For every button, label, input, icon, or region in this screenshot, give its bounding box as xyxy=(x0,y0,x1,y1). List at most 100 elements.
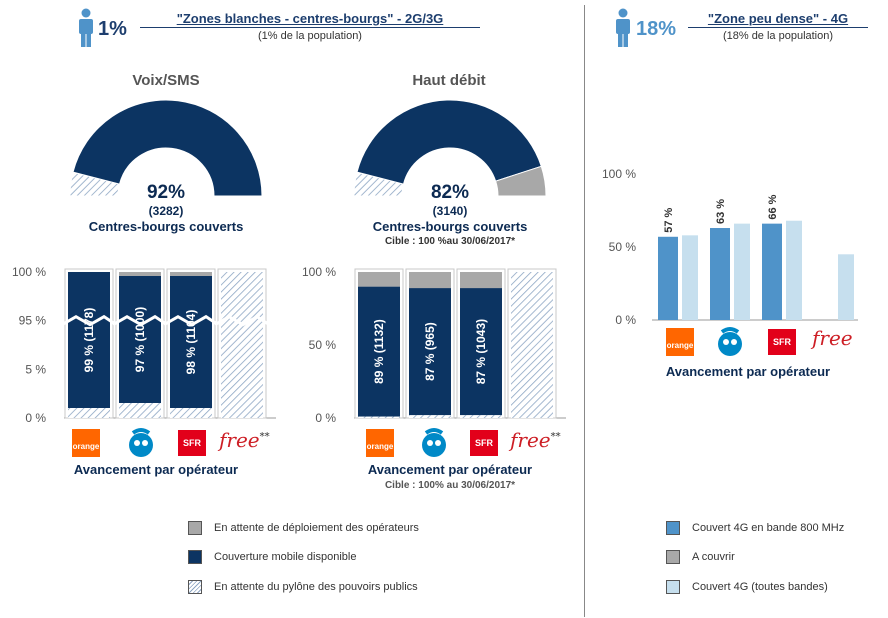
bar-attente-pylone xyxy=(119,403,161,418)
bar-attente-pylone xyxy=(409,415,451,418)
bar-attente-pylone xyxy=(460,415,502,418)
bar-couverture xyxy=(358,286,400,417)
voix-donut-caption: Centres-bourgs couverts xyxy=(88,219,244,234)
legend-swatch-couverture xyxy=(188,550,202,564)
sfr-logo: SFR xyxy=(768,329,796,355)
haut-avancement-label: Avancement par opérateur xyxy=(367,462,533,477)
zone-blanche-title-underline xyxy=(140,27,480,28)
bar-value-label: 97 % (1000) xyxy=(133,307,147,372)
bar-attente-pylone xyxy=(221,272,263,418)
haut-avancement-cible: Cible : 100% au 30/06/2017* xyxy=(384,480,516,491)
legend-swatch-attente-operateurs xyxy=(188,521,202,535)
bouygues-logo xyxy=(714,326,746,363)
free-logo: free** xyxy=(219,428,270,452)
bar-value-label: 87 % (965) xyxy=(423,322,437,381)
donut-slice-attente-operateurs xyxy=(495,165,547,197)
legend-label-toutes-bandes: Couvert 4G (toutes bandes) xyxy=(692,581,828,593)
y-tick-label: 50 % xyxy=(609,240,637,254)
voix-donut-count: (3282) xyxy=(148,204,184,218)
legend-swatch-toutes-bandes xyxy=(666,580,680,594)
bar-attente-operateurs xyxy=(460,272,502,289)
bar-value-label: 99 % (1178) xyxy=(82,308,96,373)
legend-label-attente-operateurs: En attente de déploiement des opérateurs xyxy=(214,522,419,534)
voix-bar-chart: 100 % 95 % 5 % 0 % 99 % (1178) 97 % (1000) 98 … xyxy=(12,265,276,425)
bar-attente-pylone xyxy=(511,272,553,418)
y-tick-label: 0 % xyxy=(25,411,46,425)
zone-blanche-subtitle: (1% de la population) xyxy=(258,30,362,42)
bar-value-label: 57 % xyxy=(663,207,675,232)
orange-logo: orange xyxy=(72,429,100,457)
bar-4g-800mhz xyxy=(762,223,782,320)
bar-couverture xyxy=(119,276,161,403)
bar-4g-800mhz xyxy=(658,236,678,320)
y-tick-label: 0 % xyxy=(615,313,636,327)
legend-label-800mhz: Couvert 4G en bande 800 MHz xyxy=(692,522,845,534)
voix-donut-percent: 92% xyxy=(146,182,186,203)
bar-couverture xyxy=(409,288,451,416)
voix-donut-chart xyxy=(69,99,263,197)
bar-attente-pylone xyxy=(68,408,110,418)
orange-logo: orange xyxy=(366,429,394,457)
zone-peu-dense-percent: 18% xyxy=(636,18,677,40)
y-tick-label: 5 % xyxy=(25,362,46,376)
zone-blanche-title: "Zones blanches - centres-bourgs" - 2G/3… xyxy=(176,11,444,26)
haut-bar-chart: 100 % 50 % 0 % 89 % (1132) 87 % (965) 87 % (1… xyxy=(302,265,566,425)
axis-break xyxy=(214,314,270,327)
donut-slice-couvert xyxy=(356,99,542,185)
bar-4g-toutes-bandes xyxy=(682,235,698,320)
peu-dense-bar-chart: 100 % 50 % 0 % 57 % 63 % 66 % xyxy=(602,167,858,327)
free-logo-text: free xyxy=(219,428,260,452)
bar-couverture xyxy=(460,288,502,416)
axis-break xyxy=(112,314,168,327)
zone-blanche-percent: 1% xyxy=(98,18,127,40)
orange-logo: orange xyxy=(666,328,694,356)
bar-value-label: 66 % xyxy=(767,194,779,219)
bar-4g-toutes-bandes xyxy=(734,223,750,320)
sfr-logo: SFR xyxy=(470,430,498,456)
bar-4g-toutes-bandes xyxy=(786,220,802,320)
bouygues-logo xyxy=(418,427,450,464)
haut-donut-chart xyxy=(353,99,547,197)
bar-value-label: 63 % xyxy=(715,199,727,224)
bar-4g-toutes-bandes xyxy=(838,254,854,320)
zone-peu-dense-subtitle: (18% de la population) xyxy=(722,30,834,42)
vertical-divider xyxy=(584,5,585,617)
bar-value-label: 89 % (1132) xyxy=(372,319,386,384)
haut-donut-percent: 82% xyxy=(430,182,470,203)
free-logo-mark: ** xyxy=(550,431,561,443)
bouygues-logo xyxy=(125,427,157,464)
bar-couverture xyxy=(68,272,110,408)
axis-break xyxy=(163,314,219,327)
y-tick-label: 100 % xyxy=(302,265,336,279)
legend-swatch-a-couvrir xyxy=(666,550,680,564)
axis-break xyxy=(61,314,117,327)
bar-attente-operateurs xyxy=(170,272,212,276)
bar-attente-operateurs xyxy=(358,272,400,287)
sfr-logo: SFR xyxy=(178,430,206,456)
bar-attente-pylone xyxy=(170,408,212,418)
legend-swatch-attente-pylone xyxy=(188,580,202,594)
voix-avancement-label: Avancement par opérateur xyxy=(73,462,239,477)
y-tick-label: 95 % xyxy=(19,314,47,328)
legend-swatch-800mhz xyxy=(666,521,680,535)
voix-section-title: Voix/SMS xyxy=(132,72,200,89)
free-logo-mark: ** xyxy=(259,431,270,443)
haut-donut-cible: Cible : 100 %au 30/06/2017* xyxy=(384,236,516,247)
haut-donut-caption: Centres-bourgs couverts xyxy=(372,219,528,234)
bar-couverture xyxy=(170,276,212,408)
bar-attente-pylone xyxy=(358,416,400,418)
donut-slice-couvert xyxy=(72,99,263,197)
y-tick-label: 100 % xyxy=(602,167,636,181)
bar-value-label: 87 % (1043) xyxy=(474,319,488,384)
bar-attente-operateurs xyxy=(119,272,161,276)
free-logo-text: free xyxy=(510,428,551,452)
zone-peu-dense-title: "Zone peu dense" - 4G xyxy=(707,11,849,26)
legend-label-attente-pylone: En attente du pylône des pouvoirs public… xyxy=(214,581,418,593)
y-tick-label: 100 % xyxy=(12,265,46,279)
haut-section-title: Haut débit xyxy=(412,72,486,89)
zone-peu-dense-title-underline xyxy=(688,27,868,28)
bar-4g-800mhz xyxy=(710,228,730,320)
bar-value-label: 98 % (1104) xyxy=(184,310,198,375)
free-logo: free** xyxy=(510,428,561,452)
haut-donut-count: (3140) xyxy=(432,204,468,218)
